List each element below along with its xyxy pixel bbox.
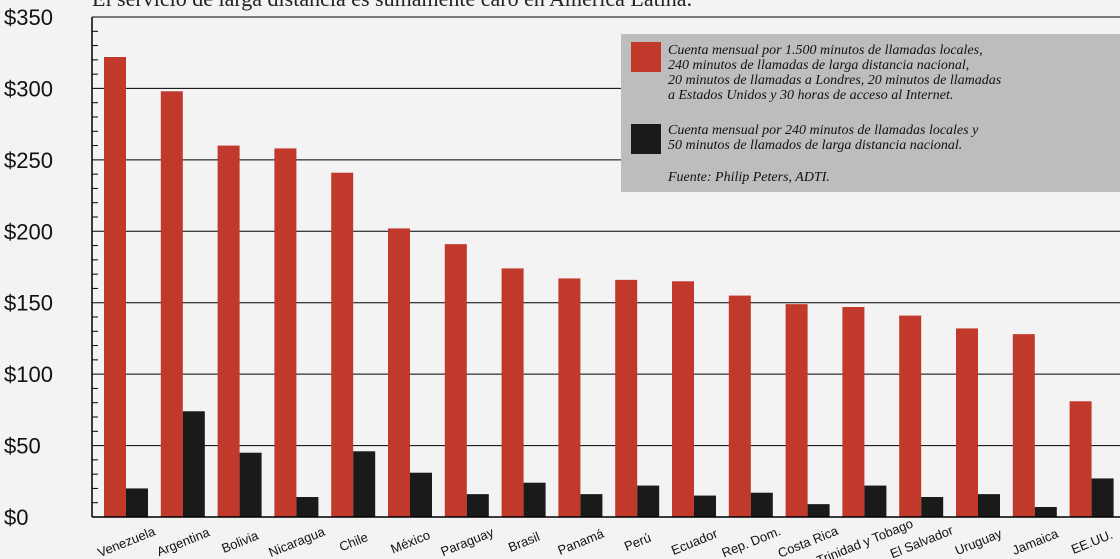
legend-source: Fuente: Philip Peters, ADTI.	[667, 170, 830, 185]
bar-series-2	[126, 488, 148, 517]
legend-entry-1-line-4: a Estados Unidos y 30 horas de acceso al…	[668, 88, 953, 103]
bar-series-2	[694, 495, 716, 517]
bar-series-2	[921, 497, 944, 517]
y-tick-label: $200	[4, 219, 53, 244]
bar-series-2	[1091, 478, 1114, 517]
y-tick-label: $100	[4, 362, 53, 387]
bar-series-2	[466, 494, 489, 517]
bar-series-1	[160, 91, 183, 518]
bar-series-2	[978, 494, 1000, 517]
bar-series-2	[353, 451, 376, 517]
bar-series-1	[615, 279, 638, 517]
bar-series-2	[523, 482, 546, 517]
bar-series-1	[331, 172, 354, 517]
bar-series-1	[672, 281, 694, 517]
bar-series-1	[558, 278, 581, 517]
bar-series-1	[444, 244, 467, 517]
bar-series-1	[274, 148, 297, 517]
y-tick-label: $300	[4, 76, 53, 101]
legend-entry-1-line-3: 20 minutos de llamadas a Londres, 20 min…	[668, 73, 1002, 88]
y-tick-label: $250	[4, 148, 53, 173]
legend-entry-1-line-1: Cuenta mensual por 1.500 minutos de llam…	[668, 43, 983, 58]
bar-series-2	[807, 504, 830, 517]
chart-title: El servicio de larga distancia es sumame…	[92, 0, 692, 11]
bar-series-1	[1069, 401, 1092, 517]
legend-box	[621, 34, 1120, 192]
legend-swatch-series-2	[631, 124, 661, 154]
bar-series-2	[750, 492, 773, 517]
bar-series-1	[501, 268, 524, 517]
bar-series-1	[785, 304, 808, 517]
bars	[104, 57, 1114, 518]
bar-series-2	[410, 472, 432, 517]
y-tick-label: $350	[4, 5, 53, 30]
y-tick-label: $0	[4, 505, 28, 530]
bar-series-1	[388, 228, 410, 517]
bar-series-2	[182, 411, 205, 517]
bar-series-2	[864, 485, 887, 517]
bar-series-2	[637, 485, 660, 517]
bar-series-1	[842, 307, 865, 517]
legend-entry-2-line-2: 50 minutos de llamados de larga distanci…	[668, 138, 962, 153]
bar-series-1	[217, 145, 240, 518]
bar-series-2	[580, 494, 603, 517]
bar-series-1	[1012, 334, 1035, 517]
legend-entry-1-line-2: 240 minutos de llamadas de larga distanc…	[668, 58, 969, 73]
legend-swatch-series-1	[631, 42, 661, 72]
y-tick-label: $50	[4, 434, 41, 459]
legend-entry-2-line-1: Cuenta mensual por 240 minutos de llamad…	[668, 123, 979, 138]
bar-series-1	[956, 328, 978, 517]
bar-series-2	[296, 497, 319, 517]
bar-series-1	[728, 295, 751, 517]
y-axis: $0 $50 $100 $150 $200 $250 $300 $350	[4, 5, 98, 530]
y-tick-label: $150	[4, 291, 53, 316]
legend: Cuenta mensual por 1.500 minutos de llam…	[621, 34, 1120, 192]
bar-series-2	[1034, 507, 1057, 517]
bar-series-1	[104, 57, 126, 517]
bar-series-2	[239, 452, 262, 517]
bar-series-1	[899, 315, 922, 517]
